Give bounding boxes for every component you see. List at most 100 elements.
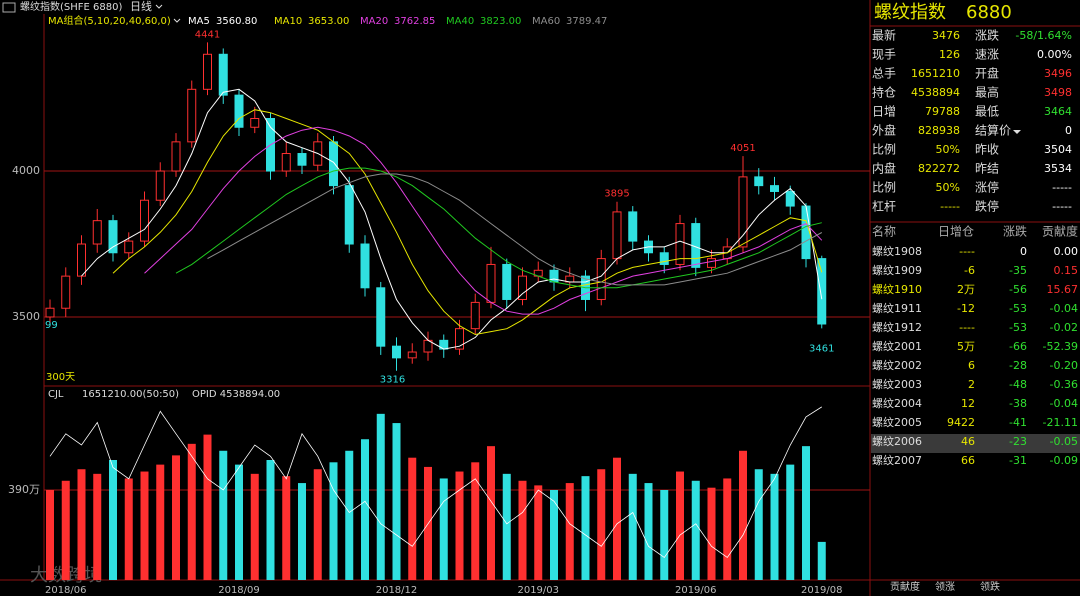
contract-name[interactable]: 螺纹2004	[872, 396, 922, 410]
candle-body	[392, 345, 401, 359]
contract-name[interactable]: 螺纹2007	[872, 453, 922, 467]
legend-name[interactable]: MA5	[188, 16, 210, 27]
legend-name[interactable]: MA40	[446, 16, 474, 27]
candle-body	[218, 53, 228, 96]
volume-bar	[534, 485, 543, 580]
legend-name[interactable]: MA60	[532, 16, 560, 27]
contribution: -0.02	[1050, 321, 1078, 334]
column-header[interactable]: 贡献度	[1042, 224, 1078, 239]
x-tick-label: 2019/03	[517, 585, 559, 596]
indicator-title[interactable]: MA组合(5,10,20,40,60,0)	[48, 14, 171, 27]
volume-bar	[203, 434, 212, 580]
legend-name[interactable]: MA20	[360, 16, 388, 27]
tab[interactable]: 领跌	[980, 580, 1000, 593]
contract-name[interactable]: 螺纹1912	[872, 320, 922, 334]
dropdown-arrow[interactable]	[155, 4, 163, 9]
ma-line	[112, 109, 823, 336]
tab[interactable]: 贡献度	[890, 580, 920, 593]
quote-label: 涨停	[975, 180, 999, 195]
contribution: 0.15	[1054, 264, 1079, 277]
price-change: -35	[1009, 264, 1027, 277]
quote-value: 79788	[925, 105, 960, 118]
x-tick-label: 2019/06	[675, 585, 717, 596]
volume-bar	[597, 469, 606, 580]
candle-body	[124, 240, 134, 254]
volume-bar	[660, 490, 669, 580]
menu-icon[interactable]	[2, 2, 16, 13]
ma-line	[207, 173, 823, 286]
price-change: 0	[1020, 245, 1027, 258]
y-tick-label: 3500	[12, 310, 40, 323]
quote-value: -----	[1052, 181, 1072, 194]
candle-body	[187, 88, 197, 143]
quote-value: -58/1.64%	[1015, 29, 1072, 42]
contract-name[interactable]: 螺纹2001	[872, 339, 922, 353]
volume-bar	[77, 469, 86, 580]
high-label: 3895	[604, 189, 629, 200]
open-interest-change: -6	[964, 264, 975, 277]
contract-name[interactable]: 螺纹1910	[872, 282, 922, 296]
legend-value: 3653.00	[308, 16, 349, 27]
column-header[interactable]: 名称	[872, 224, 896, 239]
contract-name[interactable]: 螺纹2003	[872, 377, 922, 391]
tab[interactable]: 领涨	[935, 580, 955, 593]
x-tick-label: 2018/06	[45, 585, 87, 596]
indicator-title[interactable]: CJL	[48, 389, 64, 400]
dropdown-arrow[interactable]	[1013, 130, 1021, 134]
volume-bar	[581, 476, 590, 580]
contribution: -0.04	[1050, 302, 1078, 315]
legend-name: OPID 4538894.00	[192, 389, 280, 400]
contribution: -21.11	[1043, 416, 1078, 429]
open-interest-change: 2	[968, 378, 975, 391]
volume-bar	[518, 480, 527, 580]
quote-value: 50%	[936, 143, 960, 156]
candle-body	[470, 301, 480, 330]
price-change: -31	[1009, 454, 1027, 467]
volume-bar	[266, 460, 275, 580]
price-change: -38	[1009, 397, 1027, 410]
candle-body	[171, 141, 181, 172]
quote-label: 现手	[872, 48, 896, 62]
contract-name[interactable]: 螺纹2002	[872, 358, 922, 372]
candle-body	[140, 199, 149, 242]
contract-name[interactable]: 螺纹1908	[872, 244, 922, 258]
candle-body	[360, 243, 370, 289]
candle-body	[628, 211, 638, 242]
candle-body	[675, 223, 685, 265]
volume-bar	[471, 462, 480, 580]
instrument-title[interactable]: 螺纹指数(SHFE 6880)	[20, 0, 122, 13]
quote-label: 开盘	[975, 66, 999, 81]
volume-bar	[802, 446, 810, 580]
quote-value: -----	[940, 200, 960, 213]
contract-name[interactable]: 螺纹2006	[872, 434, 922, 448]
legend-name[interactable]: MA10	[274, 16, 302, 27]
volume-bar	[739, 450, 747, 580]
volume-bar	[109, 460, 117, 580]
candle-body	[329, 141, 338, 187]
quote-value: 50%	[936, 181, 960, 194]
quote-label: 最低	[975, 105, 999, 119]
contract-name[interactable]: 螺纹1911	[872, 301, 922, 315]
contribution: -0.36	[1050, 378, 1078, 391]
period-selector[interactable]: 日线	[130, 0, 152, 13]
column-header[interactable]: 涨跌	[1003, 224, 1027, 239]
price-change: -56	[1009, 283, 1027, 296]
dropdown-arrow[interactable]	[173, 18, 181, 23]
candle-body	[596, 258, 606, 300]
volume-bar	[707, 487, 716, 580]
quote-value: 4538894	[911, 86, 960, 99]
contract-name[interactable]: 螺纹1909	[872, 263, 922, 277]
volume-bar	[786, 464, 795, 580]
contract-name[interactable]: 螺纹2005	[872, 415, 922, 429]
quote-value: 3496	[1044, 67, 1072, 80]
quote-value: 3504	[1044, 143, 1072, 156]
column-header[interactable]: 日增仓	[938, 225, 974, 239]
annotation: 99	[45, 320, 58, 331]
price-change: -28	[1009, 359, 1027, 372]
quote-label: 总手	[872, 67, 896, 81]
open-interest-change: 66	[961, 454, 975, 467]
quote-label[interactable]: 结算价	[975, 123, 1011, 138]
candle-body	[486, 263, 496, 303]
high-label: 4441	[195, 29, 220, 40]
